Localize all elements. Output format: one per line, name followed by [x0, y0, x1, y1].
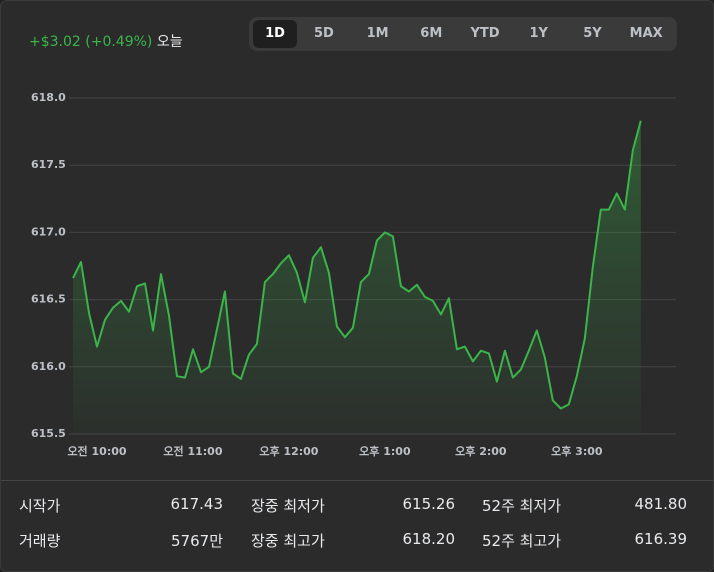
range-tab[interactable]: 6M: [420, 26, 443, 41]
y-tick-label: 615.5: [31, 427, 66, 440]
x-tick-label: 오전 11:00: [163, 444, 222, 458]
change-amount: +$3.02 (+0.49%): [29, 34, 153, 50]
range-tab[interactable]: MAX: [629, 26, 663, 41]
stat-label: 장중 최고가: [251, 532, 325, 550]
range-tab[interactable]: 5Y: [583, 26, 602, 41]
range-tab[interactable]: 1Y: [529, 26, 548, 41]
range-tab[interactable]: YTD: [470, 26, 500, 41]
stats-table: 시작가 617.43 장중 최저가 615.26 52주 최저가 481.80 거래량 576…: [1, 480, 713, 571]
price-change: +$3.02 (+0.49%) 오늘: [29, 31, 183, 51]
range-tab[interactable]: 5D: [313, 26, 334, 41]
y-tick-label: 618.0: [31, 91, 66, 104]
stat-value: 616.39: [634, 530, 688, 548]
x-tick-label: 오후 1:00: [359, 444, 411, 458]
range-tab[interactable]: 1M: [366, 26, 389, 41]
x-tick-label: 오후 2:00: [455, 444, 507, 458]
y-tick-label: 617.0: [31, 225, 66, 238]
stat-label: 52주 최고가: [482, 532, 562, 550]
area-fill: [73, 120, 641, 435]
stat-value: 617.43: [170, 495, 224, 513]
x-tick-label: 오후 12:00: [259, 444, 318, 458]
stat-value: 481.80: [634, 495, 688, 513]
stat-value: 615.26: [402, 495, 456, 513]
stat-label: 52주 최저가: [482, 497, 562, 515]
y-tick-label: 616.5: [31, 293, 66, 306]
change-period: 오늘: [156, 34, 183, 50]
stat-label: 시작가: [19, 497, 61, 515]
range-tab[interactable]: 1D: [253, 20, 297, 48]
range-tabs: 1D 5D 1M 6M YTD 1Y 5Y MAX: [249, 17, 677, 51]
stat-label: 장중 최저가: [251, 497, 325, 515]
price-line: [72, 120, 642, 410]
stat-value: 5767만: [171, 532, 223, 550]
stat-label: 거래량: [19, 532, 61, 550]
x-tick-label: 오후 3:00: [551, 444, 603, 458]
chart: 618.0 617.5 617.0 616.5 616.0 615.5오전 10:00 오전…: [31, 91, 676, 458]
stat-value: 618.20: [402, 530, 456, 548]
x-tick-label: 오전 10:00: [67, 444, 126, 458]
y-tick-label: 617.5: [31, 158, 66, 171]
y-tick-label: 616.0: [31, 360, 66, 373]
